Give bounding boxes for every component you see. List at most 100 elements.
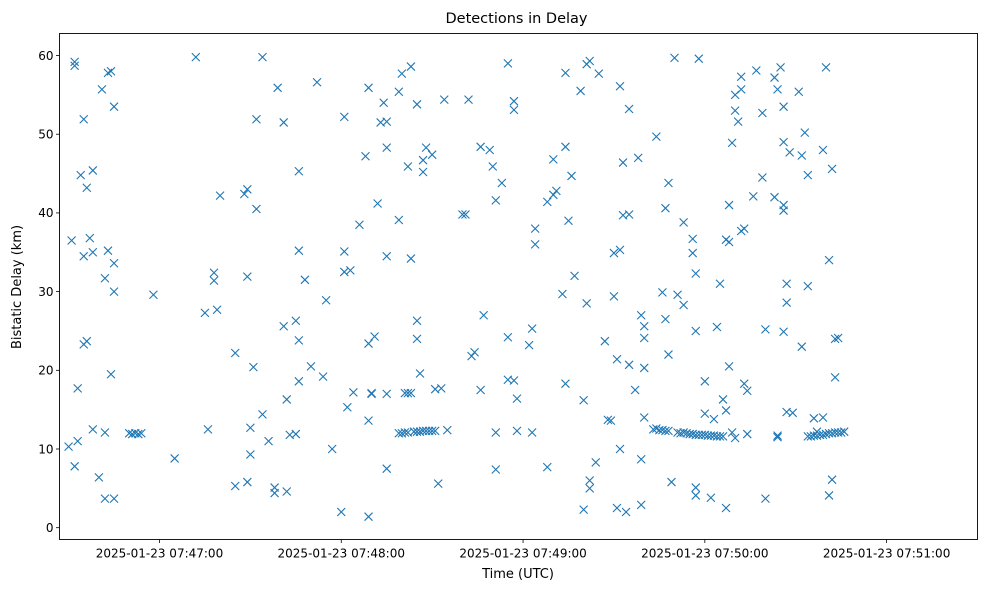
data-point <box>339 112 349 122</box>
data-point <box>370 332 379 341</box>
data-point <box>136 428 146 438</box>
data-point <box>367 389 376 399</box>
data-point <box>824 255 834 265</box>
data-point <box>527 324 537 333</box>
data-point <box>582 299 592 308</box>
data-point <box>567 171 576 181</box>
data-point <box>76 170 86 180</box>
data-point <box>312 77 322 87</box>
data-point <box>609 248 619 258</box>
data-point <box>79 114 89 124</box>
data-point <box>624 104 634 114</box>
data-point <box>73 436 83 446</box>
data-point <box>412 334 422 344</box>
data-point <box>439 95 449 104</box>
data-point <box>70 461 80 471</box>
data-point <box>509 105 519 115</box>
data-point <box>476 385 486 395</box>
data-point <box>658 288 667 297</box>
data-point <box>364 339 373 348</box>
data-point <box>751 66 761 75</box>
data-point <box>88 247 98 257</box>
data-point <box>300 275 310 285</box>
data-point <box>400 428 410 437</box>
data-point <box>561 379 570 389</box>
data-point <box>230 481 240 491</box>
data-point <box>82 336 92 346</box>
x-tick-label: 2025-01-23 07:48:00 <box>278 547 405 561</box>
data-point <box>803 281 813 291</box>
data-point <box>773 431 782 441</box>
data-point <box>97 84 107 94</box>
data-point <box>551 186 561 196</box>
data-point <box>664 426 673 436</box>
data-point <box>64 442 73 452</box>
data-point <box>418 167 428 177</box>
data-point <box>258 409 267 419</box>
data-point <box>724 361 734 371</box>
data-point <box>394 87 404 97</box>
data-point <box>591 457 601 467</box>
y-tick-label: 30 <box>38 285 53 299</box>
data-point <box>718 395 728 404</box>
data-point <box>730 433 740 443</box>
y-axis: 0 10 20 30 40 50 60 <box>38 49 60 535</box>
data-point <box>548 190 558 200</box>
data-point <box>245 423 255 433</box>
y-tick-label: 40 <box>38 206 53 220</box>
data-point <box>70 61 80 71</box>
data-point <box>348 387 358 397</box>
data-point <box>67 236 77 245</box>
data-point <box>661 203 670 213</box>
data-point <box>715 279 725 289</box>
data-point <box>327 444 337 454</box>
data-point <box>797 342 807 352</box>
data-point <box>724 237 734 247</box>
data-point <box>252 204 261 214</box>
data-point <box>621 507 631 517</box>
data-point <box>109 494 119 503</box>
data-point <box>294 166 304 176</box>
x-axis-label: Time (UTC) <box>481 567 554 582</box>
data-point <box>548 155 558 164</box>
data-point <box>579 505 589 514</box>
data-point <box>788 408 798 418</box>
data-point <box>282 395 292 404</box>
data-point <box>264 436 273 446</box>
data-point <box>294 246 304 256</box>
data-point <box>291 316 301 326</box>
data-point <box>100 494 110 503</box>
data-point <box>382 389 392 399</box>
data-point <box>342 402 352 412</box>
data-point <box>230 348 240 358</box>
data-point <box>203 424 213 434</box>
data-point <box>339 267 349 277</box>
data-point <box>503 332 513 342</box>
data-point <box>273 83 283 93</box>
data-point <box>73 384 83 393</box>
data-point <box>758 173 767 182</box>
data-point <box>836 428 846 437</box>
data-point <box>542 197 552 207</box>
data-point <box>306 361 316 371</box>
data-point <box>149 290 158 300</box>
data-point <box>639 321 649 331</box>
data-point <box>364 83 373 93</box>
data-point <box>94 472 104 482</box>
data-point <box>382 117 392 127</box>
data-point <box>782 279 792 289</box>
data-point <box>615 444 625 454</box>
data-point <box>670 53 679 63</box>
data-point <box>615 245 625 255</box>
data-point <box>730 106 740 116</box>
data-point <box>252 114 261 124</box>
data-point <box>209 276 219 285</box>
data-point <box>427 426 437 436</box>
data-point <box>800 128 810 138</box>
data-point <box>294 336 304 345</box>
data-point <box>748 192 758 201</box>
data-point <box>239 189 249 199</box>
data-point <box>418 155 428 165</box>
data-point <box>679 300 689 310</box>
